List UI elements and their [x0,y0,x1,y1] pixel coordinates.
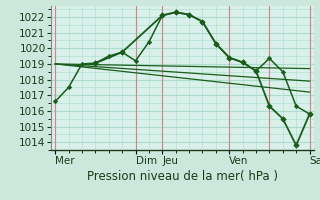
X-axis label: Pression niveau de la mer( hPa ): Pression niveau de la mer( hPa ) [87,170,278,183]
